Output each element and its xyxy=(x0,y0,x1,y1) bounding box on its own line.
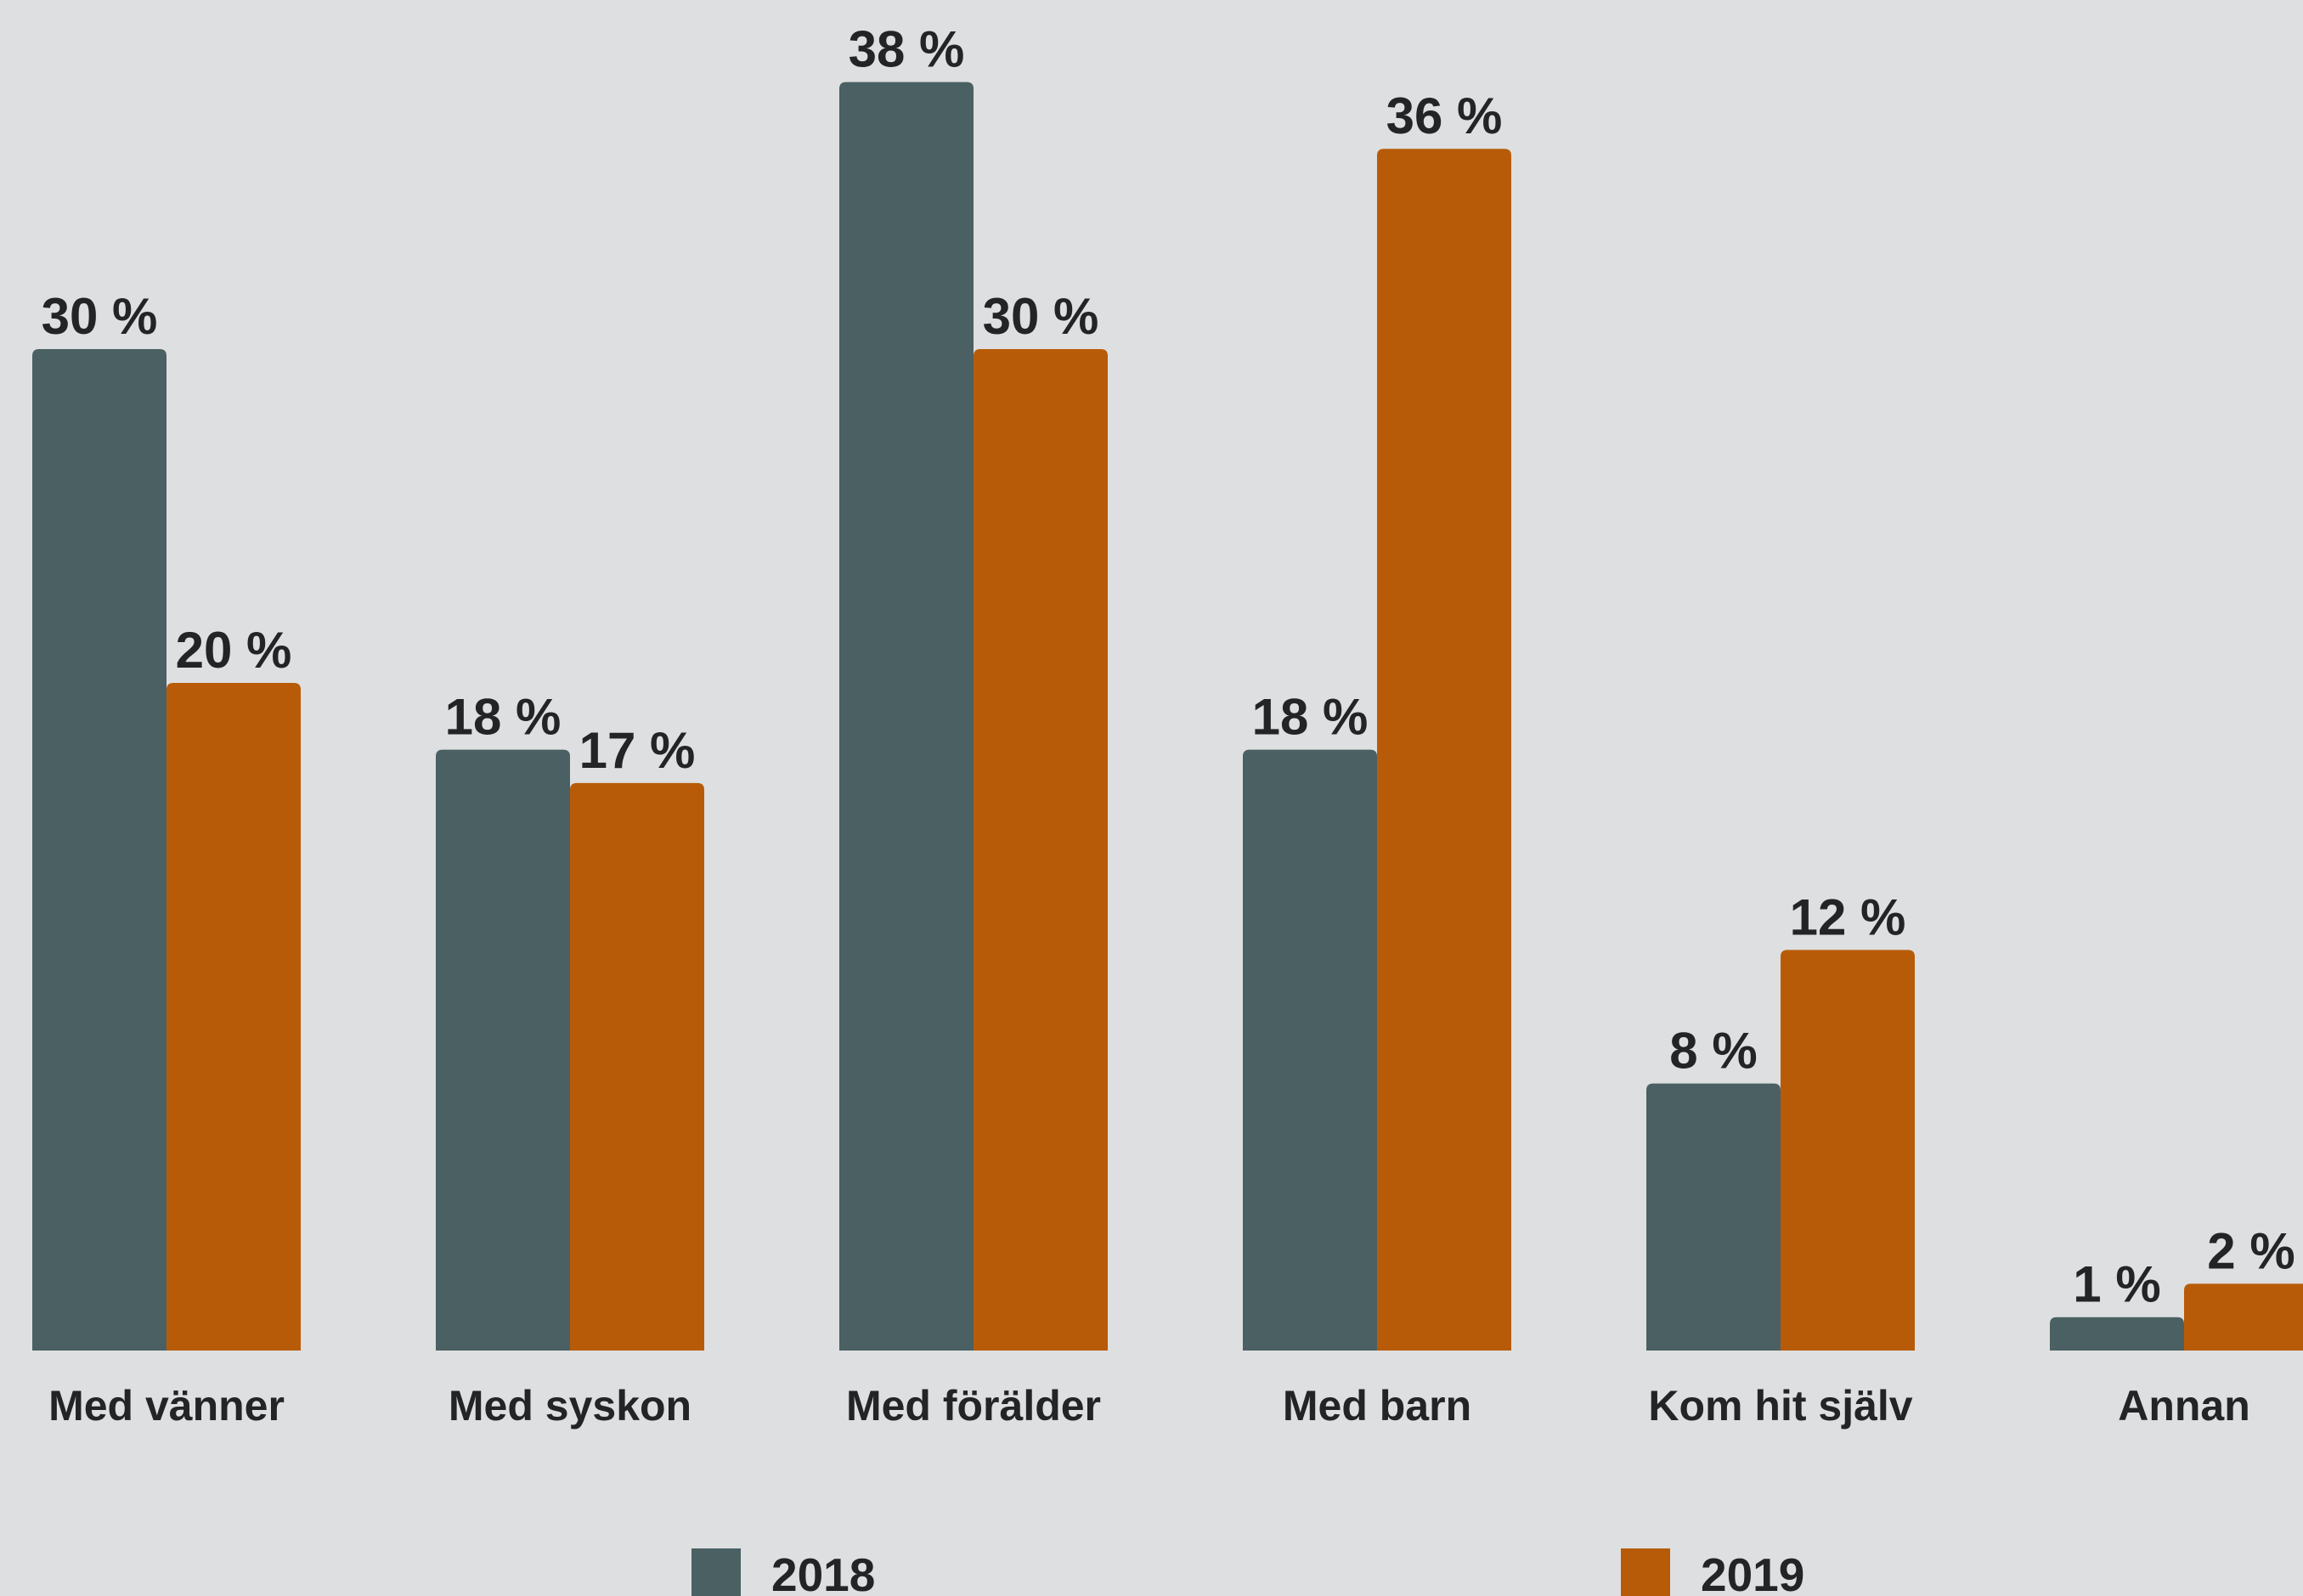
legend: 2018 2019 xyxy=(691,1548,1804,1596)
bar-2018-3 xyxy=(1243,749,1377,1351)
value-label-2019-1: 17 % xyxy=(579,722,696,779)
value-label-2019-0: 20 % xyxy=(176,622,292,679)
category-labels-group: Med vänner Med syskon Med förälder Med barn… xyxy=(48,1382,2250,1430)
category-label-3: Med barn xyxy=(1283,1382,1471,1430)
bar-2019-2 xyxy=(974,349,1108,1351)
legend-label-2018: 2018 xyxy=(771,1548,875,1596)
bar-2018-2 xyxy=(839,82,974,1351)
bar-2018-1 xyxy=(436,749,570,1351)
bar-2019-4 xyxy=(1781,950,1915,1351)
legend-swatch-2019 xyxy=(1621,1548,1670,1596)
bars-group xyxy=(32,82,2303,1351)
value-label-2019-5: 2 % xyxy=(2207,1222,2295,1279)
value-label-2018-0: 30 % xyxy=(42,288,158,345)
bar-2019-3 xyxy=(1377,149,1511,1351)
value-label-2018-4: 8 % xyxy=(1669,1023,1757,1080)
value-label-2018-3: 18 % xyxy=(1252,689,1369,746)
value-label-2018-2: 38 % xyxy=(849,21,965,78)
bar-2019-1 xyxy=(570,782,704,1351)
bar-2019-5 xyxy=(2184,1283,2303,1351)
bar-2019-0 xyxy=(167,683,301,1351)
bar-2018-0 xyxy=(32,349,167,1351)
value-labels-group: 30 % 20 % 18 % 17 % 38 % 30 % 18 % 36 % 8 % 12 % 1… xyxy=(42,21,2295,1313)
bar-2018-5 xyxy=(2050,1317,2184,1351)
category-label-1: Med syskon xyxy=(449,1382,691,1430)
value-label-2019-4: 12 % xyxy=(1790,888,1906,945)
legend-label-2019: 2019 xyxy=(1701,1548,1804,1596)
category-label-4: Kom hit själv xyxy=(1648,1382,1912,1430)
value-label-2018-1: 18 % xyxy=(445,689,562,746)
value-label-2018-5: 1 % xyxy=(2073,1256,2160,1313)
value-label-2019-2: 30 % xyxy=(983,288,1099,345)
category-label-5: Annan xyxy=(2118,1382,2250,1430)
value-label-2019-3: 36 % xyxy=(1386,87,1503,144)
bar-2018-4 xyxy=(1646,1083,1781,1351)
category-label-0: Med vänner xyxy=(48,1382,285,1430)
category-label-2: Med förälder xyxy=(846,1382,1101,1430)
legend-swatch-2018 xyxy=(691,1548,741,1596)
